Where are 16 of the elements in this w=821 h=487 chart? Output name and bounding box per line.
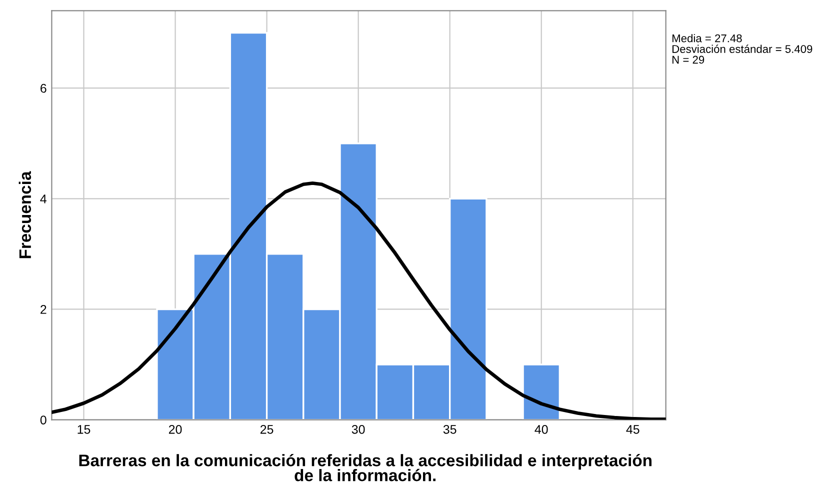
y-tick-label: 2 (40, 305, 46, 314)
x-tick-label: 40 (534, 424, 548, 434)
y-axis-title: Frecuencia (18, 171, 32, 258)
x-tick-label: 20 (168, 424, 182, 434)
y-tick-label: 4 (40, 194, 46, 204)
text: Desviación estándar = 5.409 (672, 44, 812, 53)
x-tick-label: 45 (626, 425, 640, 434)
x-tick-label: 15 (78, 425, 90, 434)
y-tick-label: 6 (40, 84, 46, 93)
x-axis-title: Barreras en la comunicación referidas a la accesibilidad e interpretación de la información. (79, 454, 652, 482)
text: Media = 27.48 (672, 34, 742, 42)
x-tick-label: 25 (260, 424, 274, 434)
x-tick-label: 35 (443, 424, 456, 434)
text: N = 29 (672, 56, 704, 64)
x-tick-label: 30 (352, 424, 365, 434)
y-tick-label: 0 (40, 416, 46, 424)
